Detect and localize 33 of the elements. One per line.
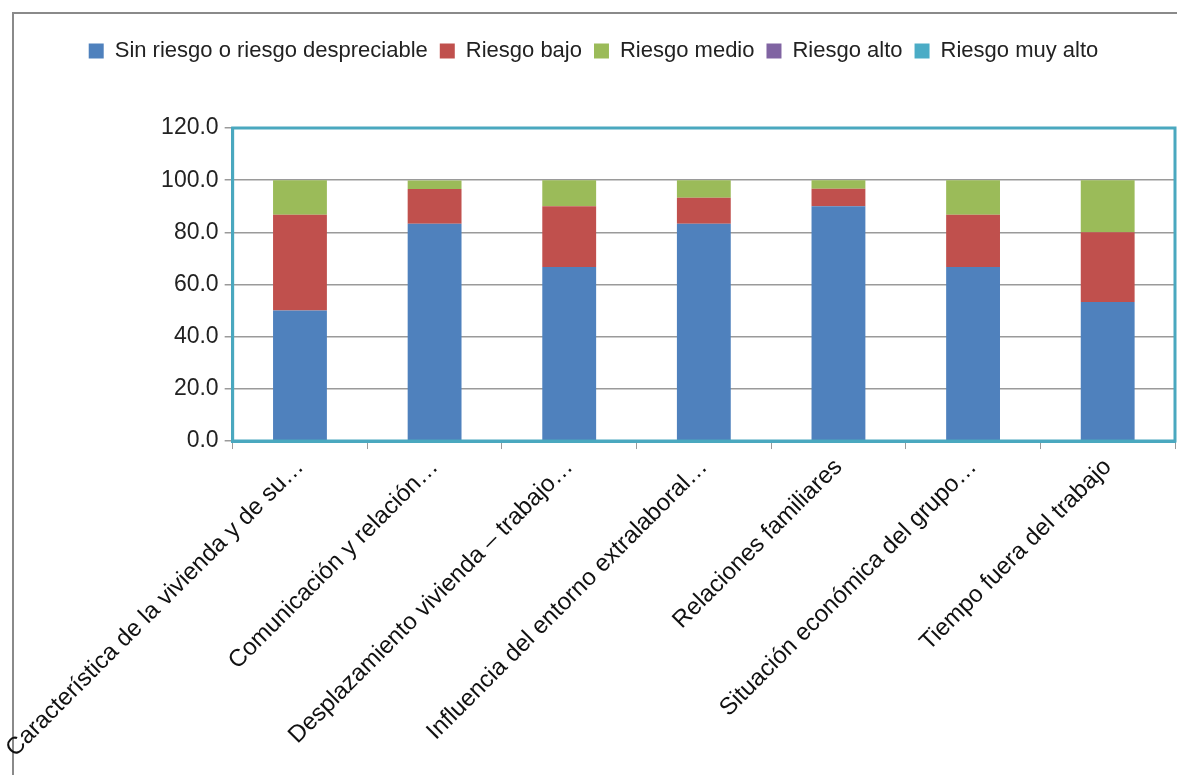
y-tick-label: 80.0 <box>173 217 219 244</box>
bar <box>946 214 1000 268</box>
bar <box>273 214 327 311</box>
y-tick-label: 0.0 <box>186 426 219 453</box>
bar <box>407 189 462 224</box>
bar <box>676 180 731 198</box>
bar <box>407 223 462 441</box>
y-tick-label: 120.0 <box>161 113 219 140</box>
bar <box>273 310 327 441</box>
y-tick-label: 20.0 <box>173 374 219 401</box>
bar <box>542 267 597 441</box>
y-tick-label: 40.0 <box>173 322 219 349</box>
bar <box>1080 302 1135 441</box>
bar <box>811 180 866 189</box>
bar <box>811 188 866 207</box>
y-tick-label: 60.0 <box>173 269 219 296</box>
legend-label: Riesgo medio <box>619 37 755 63</box>
y-tick-label: 100.0 <box>161 165 219 192</box>
legend-label: Riesgo alto <box>792 37 903 63</box>
bar <box>676 197 731 224</box>
bar <box>273 180 327 215</box>
bar <box>407 180 462 190</box>
bar <box>1080 180 1135 233</box>
bar <box>542 180 597 207</box>
legend-label: Riesgo muy alto <box>940 37 1099 63</box>
bar <box>811 206 866 441</box>
legend-label: Riesgo bajo <box>465 37 582 63</box>
bar <box>946 267 1000 441</box>
legend-label: Sin riesgo o riesgo despreciable <box>114 37 428 63</box>
bar <box>1080 232 1135 303</box>
bar <box>946 180 1000 215</box>
bar <box>542 206 597 268</box>
bar <box>676 223 731 441</box>
